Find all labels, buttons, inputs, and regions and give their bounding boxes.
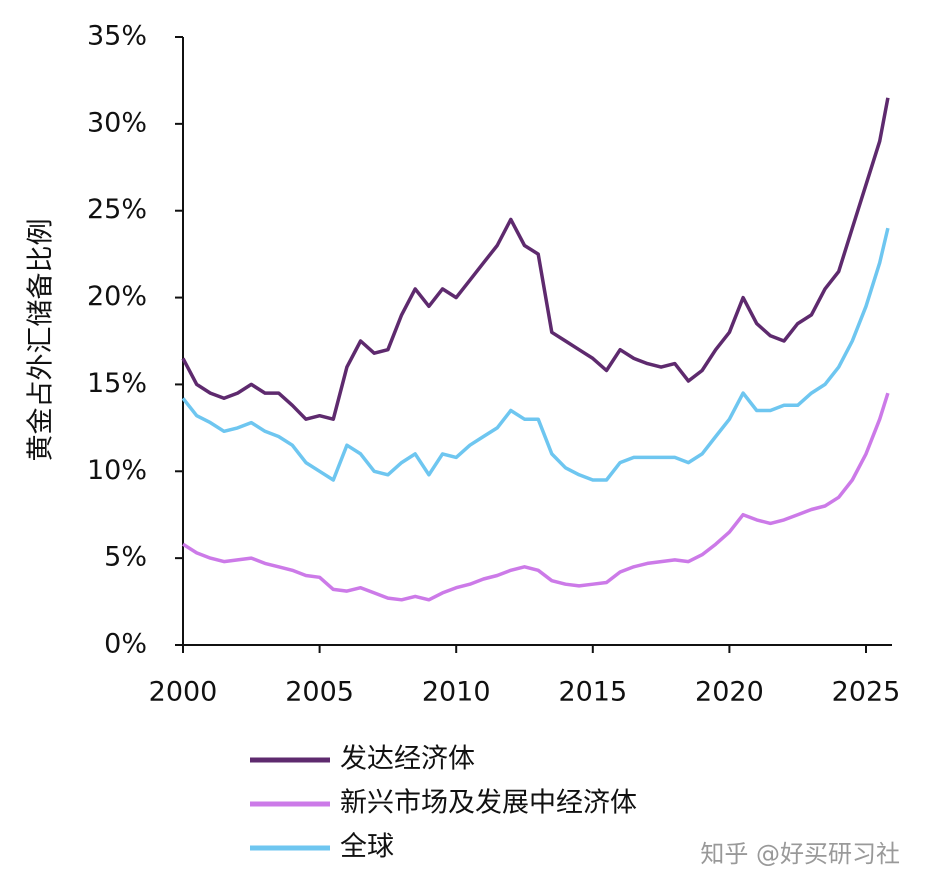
legend-label: 新兴市场及发展中经济体 [340, 788, 637, 819]
x-tick-label: 2000 [149, 677, 218, 708]
y-tick-label: 0% [104, 629, 147, 660]
y-tick-label: 20% [87, 281, 147, 312]
y-tick-label: 35% [87, 21, 147, 52]
y-tick-label: 5% [104, 542, 147, 573]
y-tick-label: 25% [87, 194, 147, 225]
x-tick-label: 2005 [285, 677, 354, 708]
x-tick-label: 2015 [558, 677, 627, 708]
watermark: 知乎 @好买研习社 [700, 840, 900, 868]
x-tick-label: 2025 [832, 677, 901, 708]
series-line [181, 227, 890, 482]
legend-label: 发达经济体 [340, 744, 475, 775]
legend-label: 全球 [340, 832, 394, 863]
y-tick-label: 30% [87, 107, 147, 138]
y-tick-label: 15% [87, 368, 147, 399]
y-axis-label: 黄金占外汇储备比例 [26, 219, 57, 462]
series-line [181, 97, 890, 421]
x-tick-label: 2020 [695, 677, 764, 708]
series-line [182, 392, 890, 602]
y-tick-label: 10% [87, 455, 147, 486]
x-tick-label: 2010 [422, 677, 491, 708]
